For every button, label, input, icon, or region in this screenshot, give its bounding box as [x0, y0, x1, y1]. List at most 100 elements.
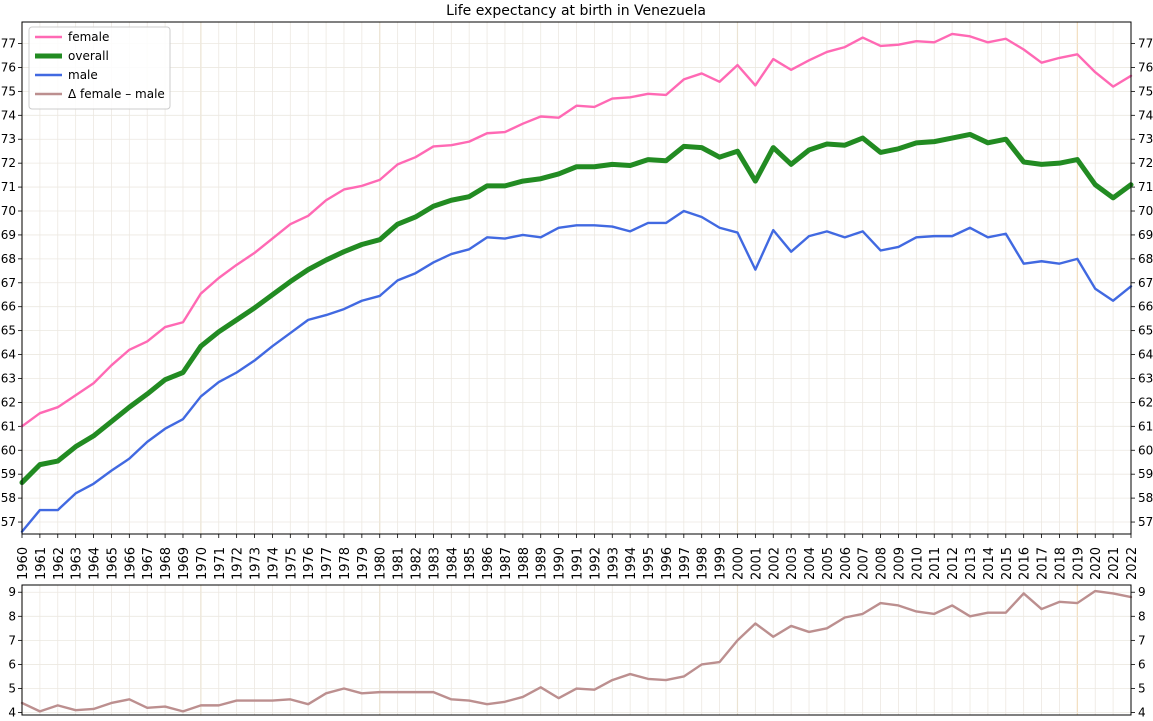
xtick-label: 1996	[660, 547, 675, 580]
top-ytick-label: 71	[1, 180, 16, 194]
top-ytick-label: 57	[1, 515, 16, 529]
xtick-label: 1997	[678, 547, 693, 580]
xtick-label: 2016	[1018, 547, 1033, 580]
top-ytick-label: 66	[1, 300, 16, 314]
bottom-ytick-label-right: 6	[1138, 657, 1146, 671]
xtick-label: 1993	[606, 547, 621, 580]
xtick-label: 1970	[195, 547, 210, 580]
xtick-label: 2019	[1071, 547, 1086, 580]
top-ytick-label: 61	[1, 419, 16, 433]
xtick-label: 1984	[445, 547, 460, 580]
bottom-ytick-label-right: 4	[1138, 706, 1146, 720]
top-ytick-label-right: 66	[1138, 300, 1153, 314]
xtick-label: 1998	[696, 547, 711, 580]
top-ytick-label-right: 69	[1138, 228, 1153, 242]
xtick-label: 1994	[624, 547, 639, 580]
top-ytick-label-right: 64	[1138, 348, 1153, 362]
xtick-label: 1975	[284, 547, 299, 580]
xtick-label: 1963	[70, 547, 85, 580]
legend: female overall male Δ female – male	[28, 26, 171, 110]
xtick-label: 2011	[928, 547, 943, 580]
bottom-ytick-label-right: 8	[1138, 609, 1146, 623]
xtick-label: 2015	[1000, 547, 1015, 580]
xtick-label: 1999	[714, 547, 729, 580]
top-ytick-label-right: 60	[1138, 443, 1153, 457]
xtick-label: 1986	[481, 547, 496, 580]
top-ytick-label-right: 62	[1138, 395, 1153, 409]
xtick-label: 2018	[1053, 547, 1068, 580]
xtick-label: 1965	[105, 547, 120, 580]
legend-label-female: female	[68, 30, 109, 44]
top-ytick-label-right: 65	[1138, 324, 1153, 338]
xtick-label: 2004	[803, 547, 818, 580]
top-ytick-label-right: 71	[1138, 180, 1153, 194]
xtick-label: 2014	[982, 547, 997, 580]
top-ytick-label-right: 72	[1138, 156, 1153, 170]
xtick-label: 1982	[410, 547, 425, 580]
xtick-label: 1978	[338, 547, 353, 580]
xtick-label: 1992	[588, 547, 603, 580]
xtick-label: 2020	[1089, 547, 1104, 580]
xtick-label: 2000	[731, 547, 746, 580]
xtick-label: 1988	[517, 547, 532, 580]
xtick-label: 1968	[159, 547, 174, 580]
xtick-label: 2022	[1125, 547, 1140, 580]
bottom-ytick-label: 8	[8, 609, 16, 623]
top-ytick-label: 77	[1, 37, 16, 51]
xtick-label: 1962	[52, 547, 67, 580]
xtick-label: 1964	[88, 547, 103, 580]
xtick-label: 1987	[499, 547, 514, 580]
legend-label-female-male: Δ female – male	[68, 87, 165, 101]
top-ytick-label: 74	[1, 108, 16, 122]
xtick-label: 2003	[785, 547, 800, 580]
bottom-ytick-label: 4	[8, 706, 16, 720]
top-ytick-label: 58	[1, 491, 16, 505]
legend-label-overall: overall	[68, 49, 109, 63]
chart-title: Life expectancy at birth in Venezuela	[446, 3, 706, 19]
xtick-label: 2009	[892, 547, 907, 580]
xtick-label: 1983	[427, 547, 442, 580]
x-axis: 1960 1961 1962 1963 1964 1965 1966 1967 1968 1969…	[16, 534, 1140, 580]
xtick-label: 1961	[34, 547, 49, 580]
top-ytick-label: 65	[1, 324, 16, 338]
xtick-label: 1991	[571, 547, 586, 580]
top-ytick-label: 76	[1, 60, 16, 74]
top-ytick-label-right: 77	[1138, 37, 1153, 51]
top-ytick-label-right: 73	[1138, 132, 1153, 146]
xtick-label: 1971	[213, 547, 228, 580]
xtick-label: 1995	[642, 547, 657, 580]
top-series-line-overall	[19, 131, 1134, 486]
xtick-label: 2012	[946, 547, 961, 580]
xtick-label: 2007	[857, 547, 872, 580]
top-ytick-label: 64	[1, 348, 16, 362]
xtick-label: 1981	[392, 547, 407, 580]
xtick-label: 2010	[910, 547, 925, 580]
xtick-label: 1989	[535, 547, 550, 580]
xtick-label: 1973	[249, 547, 264, 580]
top-ytick-label-right: 61	[1138, 419, 1153, 433]
top-ytick-label-right: 57	[1138, 515, 1153, 529]
top-ytick-label: 67	[1, 276, 16, 290]
legend-label-male: male	[68, 68, 98, 82]
top-ytick-label-right: 70	[1138, 204, 1153, 218]
bottom-panel: 4 4 5 5 6 6 7 7 8 8 9 9	[8, 584, 1146, 720]
bottom-ytick-label-right: 5	[1138, 682, 1146, 696]
bottom-ytick-label: 5	[8, 682, 16, 696]
bottom-frame	[21, 584, 1132, 716]
top-ytick-label-right: 67	[1138, 276, 1153, 290]
xtick-label: 2021	[1107, 547, 1122, 580]
top-ytick-label-right: 74	[1138, 108, 1153, 122]
bottom-ytick-label: 7	[8, 633, 16, 647]
xtick-label: 1980	[374, 547, 389, 580]
top-ytick-label: 68	[1, 252, 16, 266]
top-ytick-label: 75	[1, 84, 16, 98]
bottom-ytick-label-right: 9	[1138, 585, 1146, 599]
top-ytick-label: 60	[1, 443, 16, 457]
xtick-label: 2013	[964, 547, 979, 580]
xtick-label: 1976	[302, 547, 317, 580]
top-ytick-label: 73	[1, 132, 16, 146]
top-ytick-label-right: 68	[1138, 252, 1153, 266]
legend-box	[28, 26, 171, 110]
xtick-label: 2002	[767, 547, 782, 580]
